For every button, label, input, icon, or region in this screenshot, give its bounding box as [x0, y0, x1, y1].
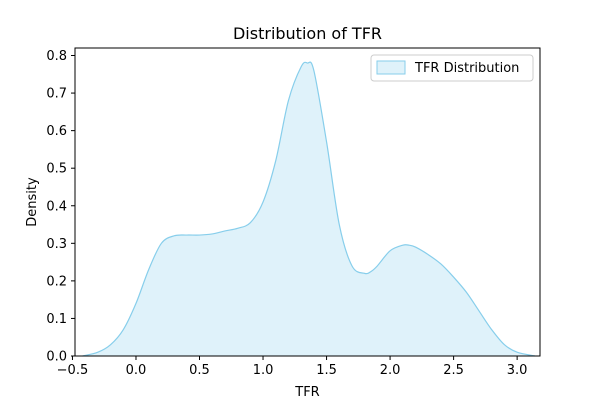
legend-swatch [376, 60, 406, 75]
series-0-area [82, 62, 535, 356]
y-tick-label: 0.2 [46, 274, 67, 289]
x-tick-label: 3.0 [507, 363, 528, 378]
x-tick-label: 2.5 [443, 363, 464, 378]
y-tick-label: 0.4 [46, 199, 67, 214]
x-tick-label: 0.5 [189, 363, 210, 378]
y-tick-label: 0.3 [46, 237, 67, 252]
y-tick-label: 0.8 [46, 49, 67, 64]
x-tick-label: 1.0 [253, 363, 274, 378]
x-tick-label: 0.0 [126, 363, 147, 378]
plot-frame [74, 47, 541, 357]
legend-label: TFR Distribution [414, 61, 519, 76]
plot-layer [82, 61, 536, 357]
y-tick-label: 0.0 [46, 350, 67, 365]
y-tick-label: 0.6 [46, 124, 67, 139]
x-tick-label: 2.0 [380, 363, 401, 378]
y-tick-label: 0.7 [46, 87, 67, 102]
y-axis-label: Density [25, 177, 40, 227]
series-0-line [82, 61, 536, 357]
legend: TFR Distribution [370, 54, 534, 82]
y-tick-label: 0.5 [46, 162, 67, 177]
y-tick-label: 0.1 [46, 312, 67, 327]
x-axis-label: TFR [294, 385, 319, 400]
chart-title: Distribution of TFR [233, 24, 382, 43]
x-tick-label: −0.5 [57, 363, 89, 378]
legend-frame [370, 54, 534, 82]
x-tick-label: 1.5 [316, 363, 337, 378]
y-axis: 0.0 0.1 0.2 0.3 0.4 0.5 0.6 0.7 0.8 [46, 49, 75, 365]
x-axis: −0.5 0.0 0.5 1.0 1.5 2.0 2.5 3.0 [57, 356, 528, 378]
